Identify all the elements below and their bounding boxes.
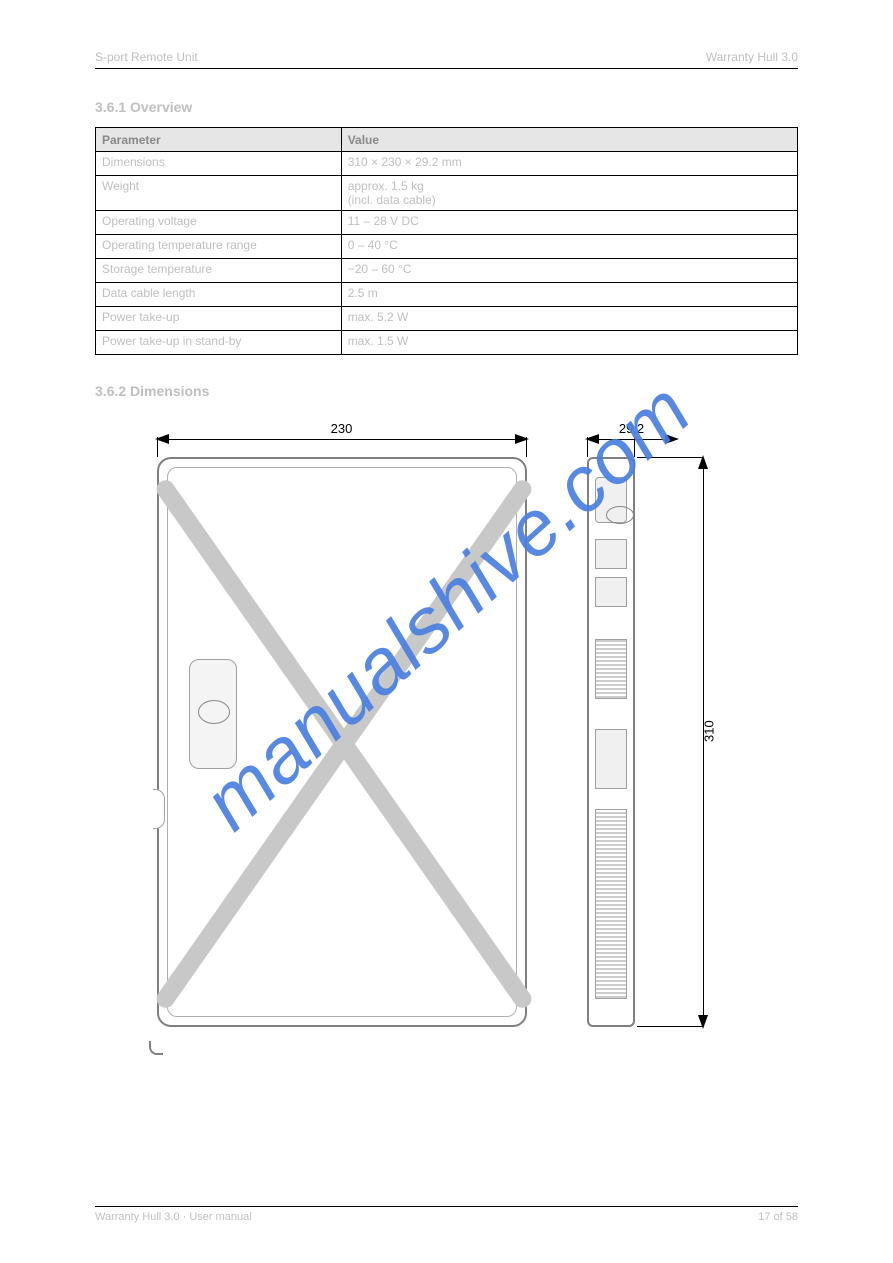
dim-height-label: 310 (701, 720, 716, 742)
table-row: Power take-up in stand-bymax. 1.5 W (96, 331, 798, 355)
footer-left: Warranty Hull 3.0 · User manual (95, 1211, 252, 1223)
data-cable-icon (149, 1041, 163, 1055)
cell-k: Dimensions (96, 152, 342, 176)
col-parameter: Parameter (96, 128, 342, 152)
device-side-view (587, 457, 635, 1027)
side-port (595, 577, 627, 607)
table-row: Weightapprox. 1.5 kg (incl. data cable) (96, 176, 798, 211)
dim-height: 310 (693, 457, 723, 1027)
side-panel (595, 729, 627, 789)
cell-v: 2.5 m (341, 283, 797, 307)
cell-k: Operating temperature range (96, 235, 342, 259)
dim-depth-label: 29,2 (587, 421, 677, 436)
table-row: Data cable length2.5 m (96, 283, 798, 307)
cell-v: −20 – 60 °C (341, 259, 797, 283)
side-connector (595, 639, 627, 699)
table-row: Storage temperature−20 – 60 °C (96, 259, 798, 283)
table-row: Operating temperature range0 – 40 °C (96, 235, 798, 259)
side-label (595, 477, 627, 523)
brand-logo-icon (606, 506, 634, 524)
cell-k: Data cable length (96, 283, 342, 307)
cell-v: max. 5.2 W (341, 307, 797, 331)
grip-notch (153, 789, 165, 829)
cell-v: 0 – 40 °C (341, 235, 797, 259)
page-header: S-port Remote Unit Warranty Hull 3.0 (95, 50, 798, 69)
header-right: Warranty Hull 3.0 (706, 50, 798, 64)
device-label-plate (189, 659, 237, 769)
footer-right: 17 of 58 (758, 1211, 798, 1223)
cell-v: approx. 1.5 kg (incl. data cable) (341, 176, 797, 211)
spec-table: Parameter Value Dimensions310 × 230 × 29… (95, 127, 798, 355)
cell-k: Power take-up in stand-by (96, 331, 342, 355)
device-front-view (157, 457, 527, 1027)
cell-k: Power take-up (96, 307, 342, 331)
side-connector (595, 809, 627, 999)
section-dimensions-title: 3.6.2 Dimensions (95, 383, 798, 399)
cell-k: Operating voltage (96, 211, 342, 235)
col-value: Value (341, 128, 797, 152)
table-row: Operating voltage11 – 28 V DC (96, 211, 798, 235)
table-row: Dimensions310 × 230 × 29.2 mm (96, 152, 798, 176)
section-overview-title: 3.6.1 Overview (95, 99, 798, 115)
cell-k: Storage temperature (96, 259, 342, 283)
table-row: Power take-upmax. 5.2 W (96, 307, 798, 331)
dim-width-label: 230 (157, 421, 527, 436)
cell-v: max. 1.5 W (341, 331, 797, 355)
cell-v: 11 – 28 V DC (341, 211, 797, 235)
brand-logo-icon (198, 700, 230, 724)
dimension-drawing: 230 29,2 310 (97, 407, 797, 1047)
cell-k: Weight (96, 176, 342, 211)
header-left: S-port Remote Unit (95, 50, 198, 64)
page-footer: Warranty Hull 3.0 · User manual 17 of 58 (95, 1206, 798, 1223)
side-port (595, 539, 627, 569)
cell-v: 310 × 230 × 29.2 mm (341, 152, 797, 176)
